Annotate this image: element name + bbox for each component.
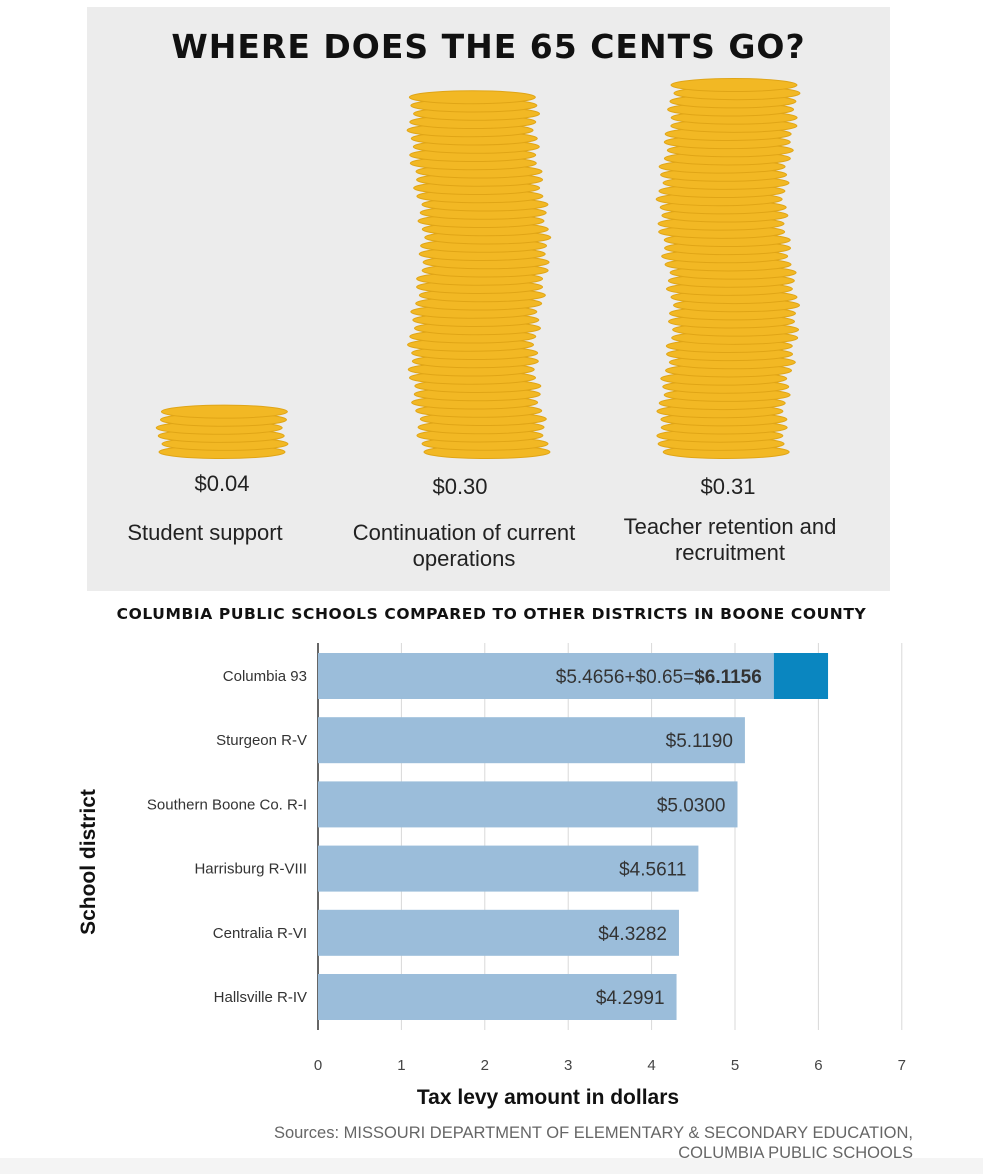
bottom-strip: [0, 1158, 983, 1174]
x-tick-label: 2: [481, 1057, 489, 1074]
category-label: Hallsville R-IV: [214, 989, 307, 1006]
x-tick-label: 5: [731, 1057, 739, 1074]
bar: [318, 717, 745, 764]
stack-value-student-support: $0.04: [194, 471, 250, 496]
data-label: $5.4656+$0.65=$6.1156: [556, 667, 762, 688]
coins-title: WHERE DOES THE 65 CENTS GO?: [171, 27, 806, 66]
coin-stack: [155, 404, 289, 459]
source-line-1: Sources: MISSOURI DEPARTMENT OF ELEMENTA…: [273, 1124, 913, 1142]
x-tick-label: 7: [898, 1057, 906, 1074]
stack-label-current-operations: Continuation of current operations: [352, 520, 576, 571]
x-tick-label: 3: [564, 1057, 572, 1074]
x-tick-label: 1: [397, 1057, 405, 1074]
stack-label-teacher-retention: Teacher retention and recruitment: [623, 514, 837, 565]
bar: [318, 781, 738, 828]
coin-stack: [406, 90, 552, 459]
source-line-2: COLUMBIA PUBLIC SCHOOLS: [678, 1144, 913, 1162]
data-label: $4.3282: [598, 924, 667, 945]
bar: [318, 845, 699, 892]
data-label: $5.0300: [657, 795, 726, 816]
chart-title: COLUMBIA PUBLIC SCHOOLS COMPARED TO OTHE…: [116, 605, 867, 623]
data-label: $5.1190: [666, 731, 733, 752]
category-label: Southern Boone Co. R-I: [147, 796, 307, 813]
coin: [160, 404, 288, 419]
stack-label-student-support: Student support: [127, 520, 283, 545]
coin: [408, 90, 536, 105]
source-note: Sources: MISSOURI DEPARTMENT OF ELEMENTA…: [274, 1123, 913, 1163]
x-tick-label: 0: [314, 1057, 322, 1074]
category-label: Harrisburg R-VIII: [194, 861, 307, 878]
data-label: $4.2991: [596, 988, 665, 1009]
bar: [318, 909, 679, 956]
data-label: $4.5611: [619, 860, 686, 881]
category-label: Columbia 93: [223, 668, 307, 685]
stack-value-teacher-retention: $0.31: [700, 474, 756, 499]
x-tick-label: 6: [814, 1057, 822, 1074]
x-tick-label: 4: [647, 1057, 655, 1074]
y-axis-title: School district: [77, 789, 100, 935]
chart-grid: [317, 643, 903, 1030]
chart-bars: [318, 653, 829, 1020]
coin-stack: [655, 78, 801, 459]
coin-stacks: [155, 78, 801, 459]
x-axis-title: Tax levy amount in dollars: [417, 1086, 679, 1109]
bar: [318, 974, 677, 1020]
category-label: Centralia R-VI: [213, 925, 307, 942]
stack-value-current-operations: $0.30: [432, 474, 488, 499]
bar: [318, 653, 774, 699]
category-label: Sturgeon R-V: [216, 732, 307, 749]
bar-increase: [773, 653, 829, 699]
coin: [670, 78, 798, 93]
chart-labels: 0 1 2 3 4 5 6 7 Columbia 93 $5.4656+$0.65=$6.1156…: [147, 667, 906, 1074]
